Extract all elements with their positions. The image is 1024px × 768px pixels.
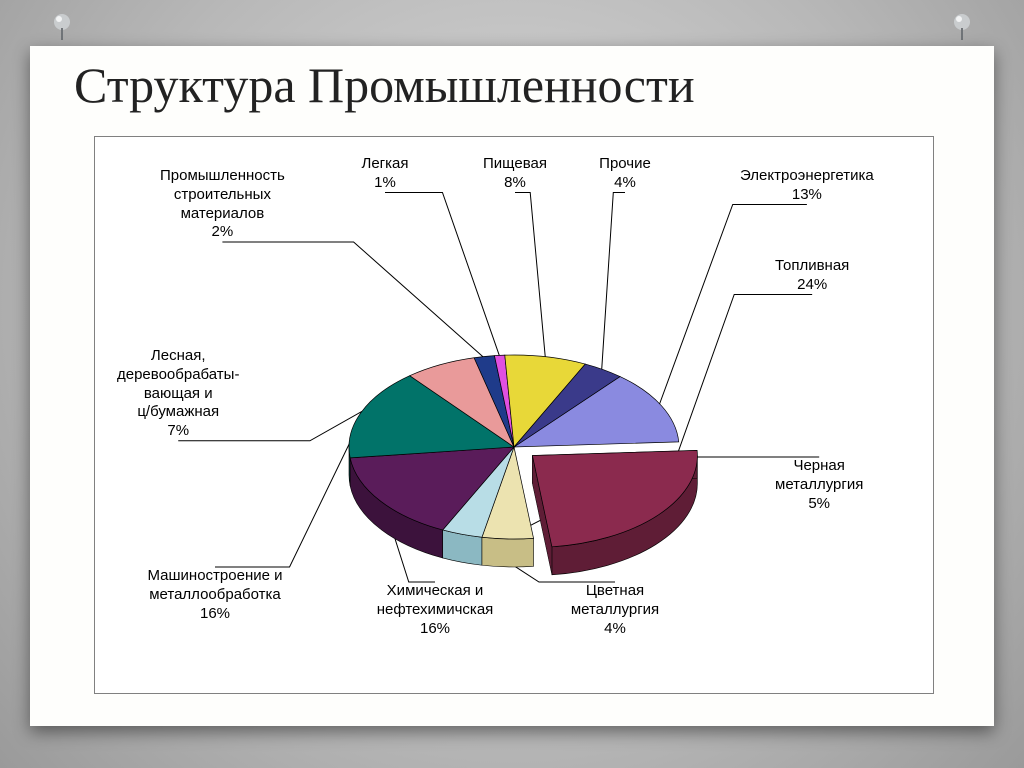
pie-slice-label: Черная металлургия 5%: [775, 457, 863, 513]
pie-slice-label: Цветная металлургия 4%: [571, 582, 659, 638]
pie-labels-layer: Электроэнергетика 13% Топливная 24% Черная…: [95, 137, 933, 693]
pie-slice-label: Машиностроение и металлообработка 16%: [148, 567, 283, 623]
pie-slice-label: Промышленность строительных материалов 2…: [160, 167, 285, 242]
pie-slice-label: Электроэнергетика 13%: [740, 167, 874, 205]
slide-title: Структура Промышленности: [74, 56, 695, 114]
slide-backdrop: Структура Промышленности Электроэнергети…: [0, 0, 1024, 768]
pie-slice-label: Прочие 4%: [599, 155, 651, 193]
slide-page: Структура Промышленности Электроэнергети…: [30, 46, 994, 726]
pie-chart-frame: Электроэнергетика 13% Топливная 24% Черная…: [94, 136, 934, 694]
pie-slice-label: Топливная 24%: [775, 257, 849, 295]
pie-slice-label: Пищевая 8%: [483, 155, 547, 193]
pie-slice-label: Легкая 1%: [361, 155, 408, 193]
pie-slice-label: Химическая и нефтехимичская 16%: [377, 582, 494, 638]
pushpin-icon: [46, 10, 78, 42]
pie-slice-label: Лесная, деревообрабаты- вающая и ц/бумаж…: [117, 347, 239, 441]
pushpin-icon: [946, 10, 978, 42]
